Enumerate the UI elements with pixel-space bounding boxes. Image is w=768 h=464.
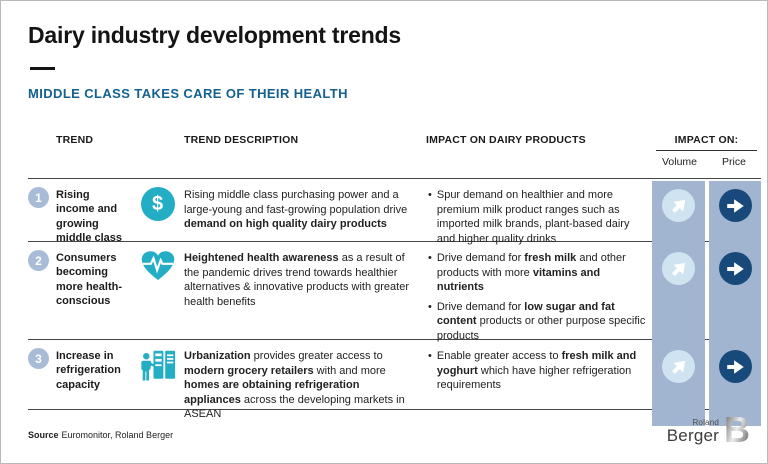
price-flat-arrow-icon	[718, 252, 752, 285]
price-cell-background	[709, 181, 761, 256]
row-number-badge: 2	[28, 250, 49, 271]
trend-icon-cell	[131, 340, 184, 428]
impact-text: Enable greater access to fresh milk and …	[436, 350, 637, 392]
header-volume: Volume	[661, 156, 698, 168]
impact-bullet: • Spur demand on healthier and more prem…	[428, 188, 646, 246]
table-row: 2 Consumers becoming more health-conscio…	[28, 241, 761, 353]
trend-name: Consumers becoming more health-conscious	[56, 252, 123, 307]
logo-berger-label: Berger	[666, 425, 719, 445]
row-number-cell: 3	[28, 340, 56, 428]
page-subtitle: MIDDLE CLASS TAKES CARE OF THEIR HEALTH	[28, 86, 348, 101]
header-impact-on-label: IMPACT ON:	[674, 134, 739, 146]
bullet-glyph: •	[428, 300, 432, 313]
volume-up-arrow-icon	[662, 189, 695, 222]
volume-cell	[652, 179, 707, 257]
source-label: Source	[28, 430, 59, 440]
impact-list: • Spur demand on healthier and more prem…	[426, 179, 652, 257]
trend-icon-cell	[131, 242, 184, 354]
table-row: 3 Increase in refrigeration capacity	[28, 339, 761, 426]
header-trend: TREND	[56, 134, 94, 146]
refrigerator-icon	[140, 350, 175, 381]
volume-cell	[652, 340, 707, 428]
impact-text: Drive demand for low sugar and fat conte…	[436, 300, 646, 342]
impact-list: • Drive demand for fresh milk and other …	[426, 242, 652, 354]
price-cell-background	[709, 342, 761, 426]
trend-icon-cell: $	[131, 179, 184, 257]
impact-text: Drive demand for fresh milk and other pr…	[436, 252, 626, 294]
price-cell	[707, 340, 761, 428]
trend-name: Rising income and growing middle class	[56, 189, 123, 244]
volume-cell-background	[652, 244, 705, 353]
bullet-glyph: •	[428, 252, 432, 264]
table-header: TREND TREND DESCRIPTION IMPACT ON DAIRY …	[28, 134, 761, 168]
bullet-glyph: •	[428, 189, 432, 201]
row-number-badge: 1	[28, 187, 49, 208]
table-body: 1 Rising income and growing middle class…	[28, 178, 761, 426]
price-cell-background	[709, 244, 761, 353]
trend-description: Urbanization provides greater access to …	[184, 350, 405, 421]
volume-up-arrow-icon	[662, 350, 695, 383]
dollar-icon: $	[140, 187, 175, 221]
impact-bullet: • Enable greater access to fresh milk an…	[428, 349, 646, 393]
header-volume-price: Volume Price	[652, 156, 761, 168]
logo-b-icon: B	[724, 409, 750, 450]
impact-bullet: • Drive demand for low sugar and fat con…	[428, 300, 646, 344]
volume-cell-background	[652, 181, 705, 256]
bullet-glyph: •	[428, 350, 432, 362]
trend-description: Heightened health awareness as a result …	[184, 252, 410, 308]
source-note: Source Euromonitor, Roland Berger	[28, 430, 173, 440]
price-cell	[707, 242, 761, 354]
header-impact-on-underline	[656, 150, 757, 151]
impact-text: Spur demand on healthier and more premiu…	[436, 189, 630, 245]
table-row: 1 Rising income and growing middle class…	[28, 178, 761, 256]
price-cell	[707, 179, 761, 257]
header-impact-on: IMPACT ON: Volume Price	[652, 134, 761, 168]
header-trend-description: TREND DESCRIPTION	[184, 134, 299, 146]
heart-pulse-icon	[141, 251, 174, 280]
volume-up-arrow-icon	[662, 252, 695, 285]
volume-cell	[652, 242, 707, 354]
impact-bullet: • Drive demand for fresh milk and other …	[428, 251, 646, 295]
roland-berger-logo: Roland Berger B	[667, 409, 750, 450]
price-flat-arrow-icon	[718, 350, 752, 383]
trend-description: Rising middle class purchasing power and…	[184, 189, 408, 231]
logo-text: Roland Berger	[667, 418, 719, 445]
source-text: Euromonitor, Roland Berger	[61, 430, 174, 440]
price-flat-arrow-icon	[718, 189, 752, 222]
logo-roland-label: Roland	[692, 417, 719, 427]
title-dash	[30, 67, 55, 70]
header-price: Price	[722, 156, 746, 168]
header-impact-on-dairy-products: IMPACT ON DAIRY PRODUCTS	[426, 134, 586, 146]
volume-cell-background	[652, 342, 705, 426]
row-number-cell: 2	[28, 242, 56, 354]
page-title: Dairy industry development trends	[28, 22, 401, 48]
impact-list: • Enable greater access to fresh milk an…	[426, 340, 652, 428]
row-number-badge: 3	[28, 348, 49, 369]
row-number-cell: 1	[28, 179, 56, 257]
trend-name: Increase in refrigeration capacity	[56, 350, 121, 391]
